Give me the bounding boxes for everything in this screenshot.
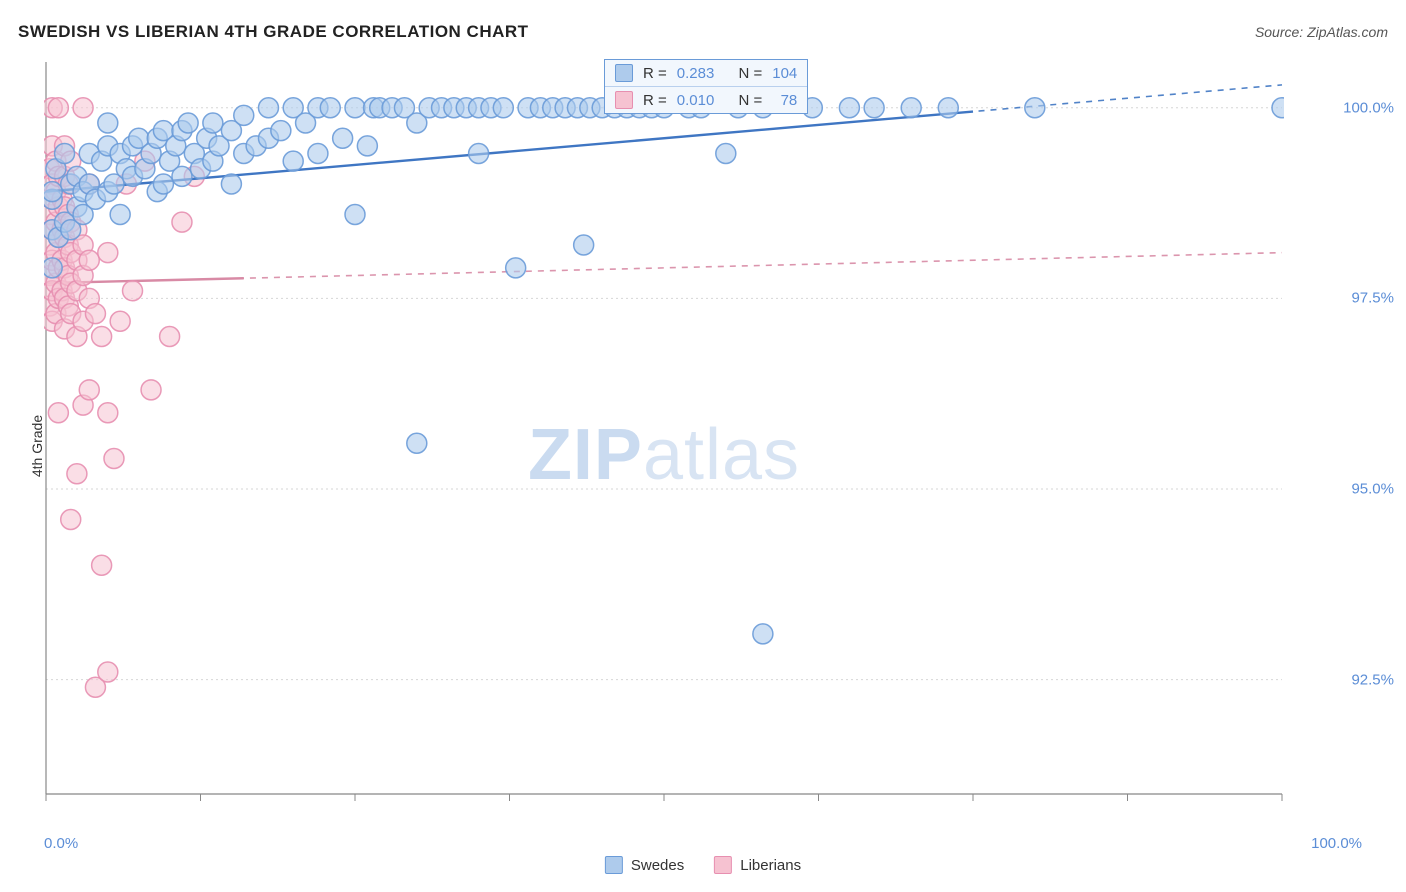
y-tick-label: 95.0% xyxy=(1351,481,1394,498)
r-label: R = xyxy=(643,92,667,109)
corr-row-liberians: R = 0.010 N = 78 xyxy=(605,86,807,113)
x-tick-right: 100.0% xyxy=(1311,835,1362,852)
swatch-liberians xyxy=(615,91,633,109)
swatch-swedes xyxy=(615,64,633,82)
y-tick-label: 92.5% xyxy=(1351,671,1394,688)
legend-bottom: Swedes Liberians xyxy=(605,856,801,874)
correlation-legend: R = 0.283 N = 104 R = 0.010 N = 78 xyxy=(604,59,808,114)
legend-item-liberians: Liberians xyxy=(714,856,801,874)
chart-title: SWEDISH VS LIBERIAN 4TH GRADE CORRELATIO… xyxy=(18,22,529,42)
n-value-swedes: 104 xyxy=(772,65,797,82)
r-value-swedes: 0.283 xyxy=(677,65,715,82)
legend-label: Swedes xyxy=(631,857,684,874)
n-label: N = xyxy=(738,65,762,82)
r-value-liberians: 0.010 xyxy=(677,92,715,109)
x-tick-left: 0.0% xyxy=(44,835,78,852)
n-label: N = xyxy=(738,92,762,109)
y-tick-label: 100.0% xyxy=(1343,99,1394,116)
r-label: R = xyxy=(643,65,667,82)
swatch-liberians xyxy=(714,856,732,874)
legend-item-swedes: Swedes xyxy=(605,856,684,874)
swatch-swedes xyxy=(605,856,623,874)
n-value-liberians: 78 xyxy=(772,92,797,109)
y-tick-label: 97.5% xyxy=(1351,290,1394,307)
corr-row-swedes: R = 0.283 N = 104 xyxy=(605,60,807,86)
plot-area: R = 0.283 N = 104 R = 0.010 N = 78 ZIPat… xyxy=(44,56,1284,824)
source-label: Source: ZipAtlas.com xyxy=(1255,24,1388,40)
y-axis-label: 4th Grade xyxy=(29,415,45,477)
legend-label: Liberians xyxy=(740,857,801,874)
